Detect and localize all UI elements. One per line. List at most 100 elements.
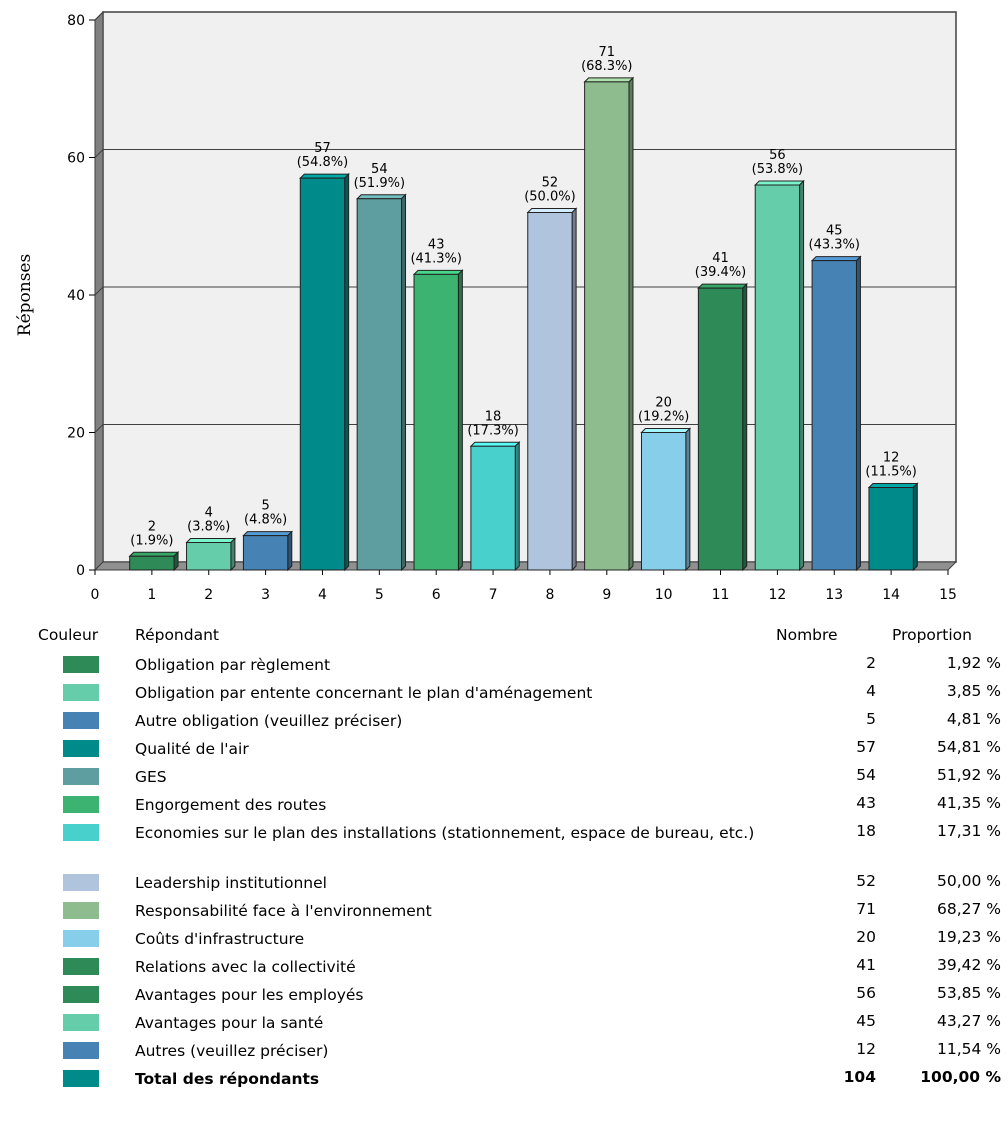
bar-percent-label: (19.2%) <box>638 410 689 425</box>
bar-1 <box>128 551 180 572</box>
color-swatch <box>63 740 99 757</box>
legend-row: Leadership institutionnel 52 50,00 % <box>0 868 1008 896</box>
color-swatch <box>63 958 99 975</box>
bar-front <box>527 212 573 571</box>
bar-percent-label: (11.5%) <box>865 465 916 480</box>
proportion-value: 43,27 % <box>936 1012 1001 1030</box>
header-respondent: Répondant <box>135 626 219 644</box>
x-tick-label: 5 <box>375 587 384 603</box>
x-tick-label: 13 <box>825 587 843 603</box>
count-value: 54 <box>856 766 876 784</box>
bar-9 <box>583 76 635 572</box>
bar-top <box>185 538 237 543</box>
bar-value-label: 2 <box>148 519 156 534</box>
bar-4 <box>299 172 350 572</box>
color-swatch <box>63 712 99 729</box>
bar-value-label: 5 <box>261 499 269 514</box>
count-value: 43 <box>856 794 876 812</box>
color-swatch <box>63 902 99 919</box>
respondent-label: Avantages pour la santé <box>135 1014 324 1032</box>
bar-front <box>413 273 459 571</box>
respondent-label: Total des répondants <box>135 1070 320 1088</box>
count-value: 5 <box>866 710 876 728</box>
bar-front <box>470 445 516 571</box>
gridline-diagonal <box>94 286 104 296</box>
bar-14 <box>867 482 919 572</box>
bar-front <box>129 555 175 571</box>
bar-percent-label: (39.4%) <box>695 265 746 280</box>
proportion-value: 11,54 % <box>936 1040 1001 1058</box>
color-swatch <box>63 656 99 673</box>
count-value: 52 <box>856 872 876 890</box>
color-swatch <box>63 768 99 785</box>
legend-row: Avantages pour la santé 45 43,27 % <box>0 1008 1008 1036</box>
bar-percent-label: (68.3%) <box>581 59 632 74</box>
bar-percent-label: (1.9%) <box>130 533 173 548</box>
gridline-diagonal <box>94 11 104 21</box>
bar-front <box>754 184 801 571</box>
header-color: Couleur <box>38 626 99 644</box>
bar-value-label: 71 <box>599 45 616 60</box>
proportion-value: 50,00 % <box>936 872 1001 890</box>
proportion-value: 100,00 % <box>920 1068 1001 1086</box>
bar-front <box>640 432 687 571</box>
x-tick-label: 6 <box>432 587 441 603</box>
bar-top <box>810 256 862 262</box>
bar-value-label: 54 <box>371 162 388 177</box>
bar-13 <box>810 255 862 572</box>
bar-6 <box>412 269 464 572</box>
bar-percent-label: (50.0%) <box>524 190 575 205</box>
bar-top <box>583 77 635 83</box>
count-value: 56 <box>856 984 876 1002</box>
proportion-value: 39,42 % <box>936 956 1001 974</box>
bar-value-label: 57 <box>314 141 331 156</box>
gridline-diagonal <box>94 149 104 158</box>
bar-percent-label: (4.8%) <box>244 513 287 528</box>
y-axis-label: Réponses <box>15 254 35 336</box>
bar-value-label: 12 <box>883 451 900 466</box>
color-swatch <box>63 986 99 1003</box>
bar-front <box>299 177 346 571</box>
bar-side <box>230 537 236 572</box>
bar-value-label: 18 <box>485 409 502 424</box>
x-tick-label: 7 <box>489 587 498 603</box>
legend-row: Relations avec la collectivité 41 39,42 % <box>0 952 1008 980</box>
proportion-value: 41,35 % <box>936 794 1001 812</box>
bar-percent-label: (51.9%) <box>354 176 405 191</box>
bar-front <box>242 535 289 571</box>
bar-side <box>799 179 805 572</box>
count-value: 18 <box>856 822 876 840</box>
bar-value-label: 4 <box>205 506 213 521</box>
respondent-label: Leadership institutionnel <box>135 874 327 892</box>
bar-top <box>242 531 293 537</box>
bar-side <box>571 207 577 572</box>
respondent-label: Qualité de l'air <box>135 740 249 758</box>
respondent-label: Autres (veuillez préciser) <box>135 1042 329 1060</box>
respondent-label: Obligation par règlement <box>135 656 331 674</box>
bar-value-label: 43 <box>428 237 445 252</box>
bar-percent-label: (43.3%) <box>809 238 860 253</box>
bar-7 <box>469 441 521 572</box>
count-value: 104 <box>843 1068 876 1086</box>
color-swatch <box>63 874 99 891</box>
legend-total-row: Total des répondants 104 100,00 % <box>0 1064 1008 1092</box>
respondent-label: Autre obligation (veuillez préciser) <box>135 712 403 730</box>
y-tick-label: 40 <box>67 288 85 304</box>
bar-top <box>469 441 521 447</box>
color-swatch <box>63 930 99 947</box>
bar-top <box>526 208 578 213</box>
proportion-value: 1,92 % <box>946 654 1001 672</box>
y-tick-label: 20 <box>67 426 85 442</box>
legend-row: Autres (veuillez préciser) 12 11,54 % <box>0 1036 1008 1064</box>
header-proportion: Proportion <box>892 626 972 644</box>
bar-3 <box>242 530 293 572</box>
bar-value-label: 41 <box>712 251 729 266</box>
bar-12 <box>754 179 805 572</box>
proportion-value: 3,85 % <box>946 682 1001 700</box>
x-tick-label: 11 <box>712 587 730 603</box>
bar-11 <box>697 282 748 572</box>
legend-row: Autre obligation (veuillez préciser) 5 4,8… <box>0 706 1008 734</box>
respondent-label: Coûts d'infrastructure <box>135 930 305 948</box>
bar-value-label: 20 <box>655 396 672 411</box>
bar-front <box>811 260 857 571</box>
